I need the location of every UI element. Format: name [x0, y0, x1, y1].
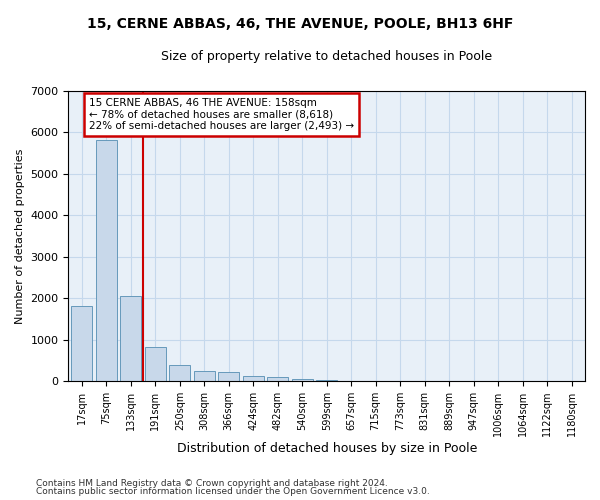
Bar	[71, 306, 92, 381]
Text: Contains public sector information licensed under the Open Government Licence v3: Contains public sector information licen…	[36, 487, 430, 496]
Title: Size of property relative to detached houses in Poole: Size of property relative to detached ho…	[161, 50, 492, 63]
Y-axis label: Number of detached properties: Number of detached properties	[15, 148, 25, 324]
Bar	[268, 378, 288, 381]
Bar	[243, 376, 263, 381]
Bar	[169, 366, 190, 381]
Bar	[218, 372, 239, 381]
Bar	[194, 371, 215, 381]
Bar	[316, 380, 337, 381]
Text: 15 CERNE ABBAS, 46 THE AVENUE: 158sqm
← 78% of detached houses are smaller (8,61: 15 CERNE ABBAS, 46 THE AVENUE: 158sqm ← …	[89, 98, 354, 131]
Text: Contains HM Land Registry data © Crown copyright and database right 2024.: Contains HM Land Registry data © Crown c…	[36, 478, 388, 488]
Text: 15, CERNE ABBAS, 46, THE AVENUE, POOLE, BH13 6HF: 15, CERNE ABBAS, 46, THE AVENUE, POOLE, …	[87, 18, 513, 32]
X-axis label: Distribution of detached houses by size in Poole: Distribution of detached houses by size …	[176, 442, 477, 455]
Bar	[121, 296, 141, 381]
Bar	[145, 347, 166, 381]
Bar	[292, 378, 313, 381]
Bar	[96, 140, 117, 381]
